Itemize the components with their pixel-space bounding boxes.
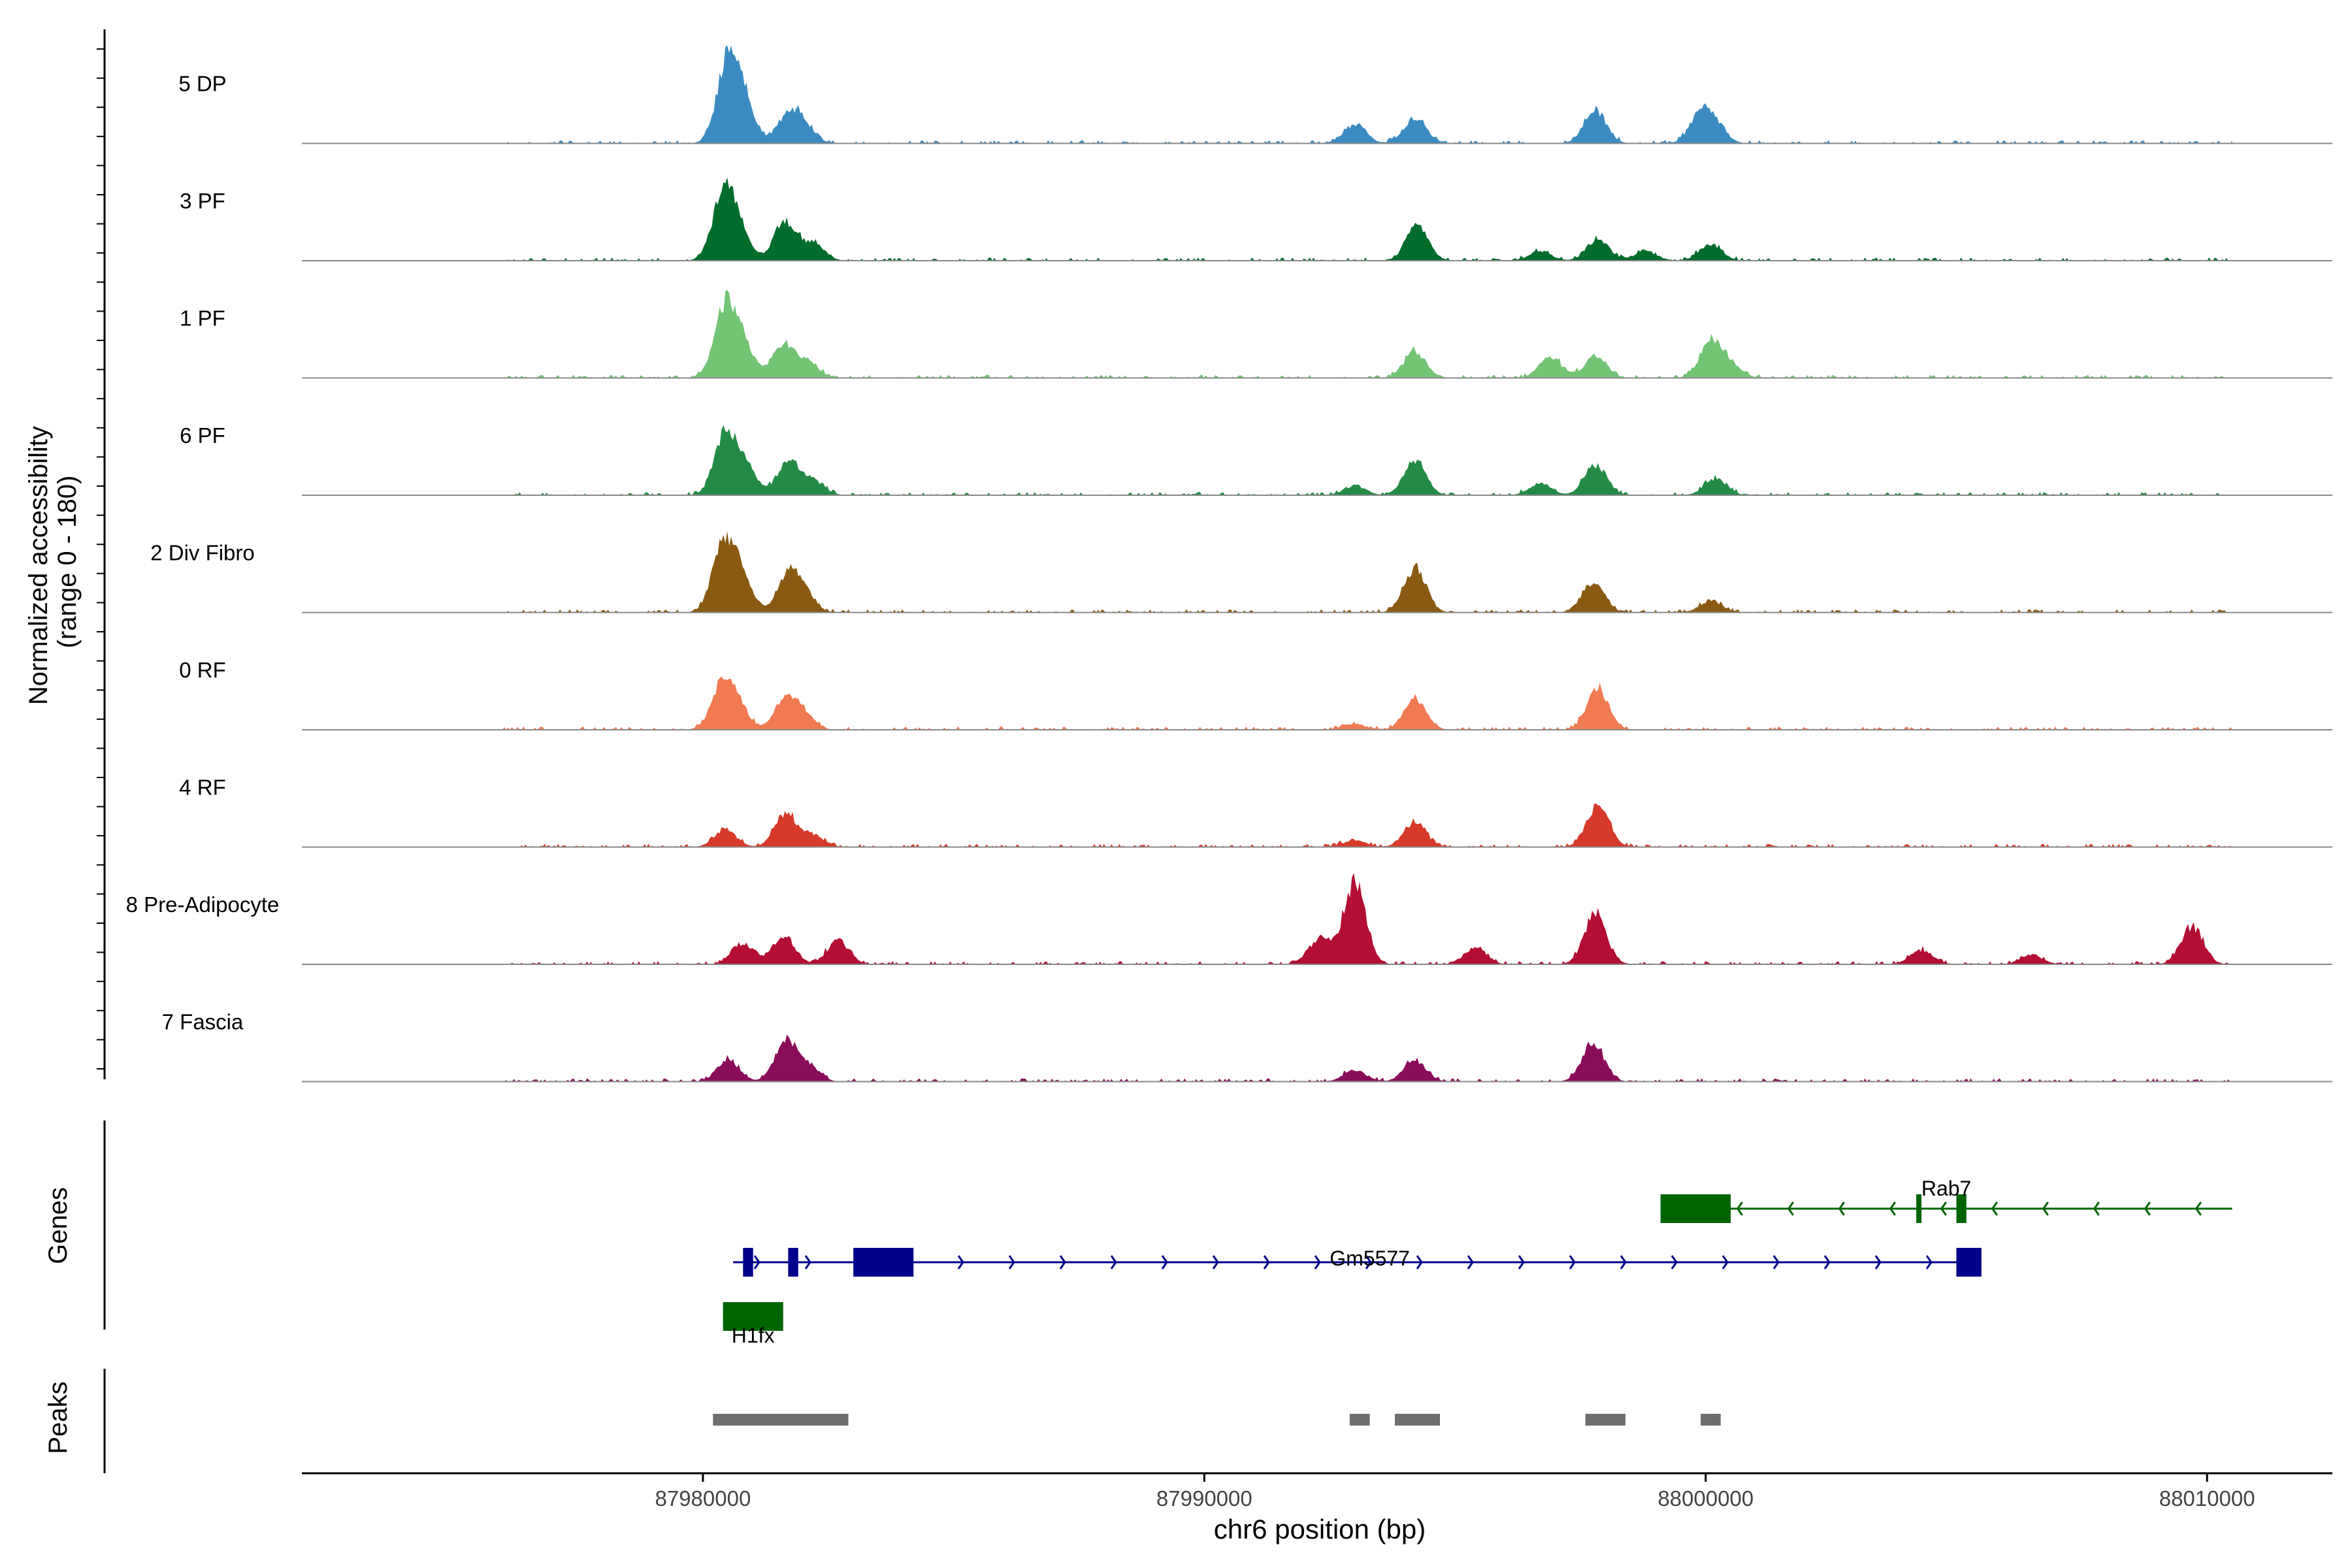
exon: [1660, 1194, 1731, 1223]
peak-region: [1701, 1414, 1721, 1426]
coverage-area: [502, 289, 2232, 378]
strand-arrow: [1787, 1201, 1794, 1216]
strand-arrow: [1772, 1255, 1780, 1269]
exon: [1956, 1194, 1967, 1223]
coverage-tracks: 5 DP 3 PF 1 PF 6 PF 2 Div Fibro 0 RF 4 RF 8 Pre…: [97, 29, 2332, 1083]
track-8-pre-adipocyte: 8 Pre-Adipocyte: [126, 873, 2332, 965]
exon: [1916, 1194, 1922, 1223]
exon: [788, 1248, 798, 1277]
genes-panel-label: Genes: [44, 1187, 73, 1264]
track-label: 0 RF: [179, 658, 226, 682]
strand-arrow: [1925, 1255, 1933, 1269]
strand-arrow: [1212, 1255, 1219, 1269]
peaks-panel: [103, 1369, 1721, 1473]
gene-h1fx: H1fx: [723, 1302, 783, 1347]
track-label: 5 DP: [178, 72, 226, 96]
exon: [723, 1302, 783, 1331]
strand-arrow: [1991, 1201, 1998, 1216]
track-label: 1 PF: [180, 306, 225, 331]
track-6-pf: 6 PF: [180, 423, 2332, 496]
y-axis-title-line2: (range 0 - 180): [53, 476, 82, 649]
peak-region: [713, 1414, 849, 1426]
x-tick-label: 87990000: [1156, 1486, 1252, 1511]
genes-panel: Rab7 Gm5577 H1fx: [103, 1120, 2232, 1347]
strand-arrow: [1823, 1255, 1831, 1269]
strand-arrow: [1314, 1255, 1321, 1269]
track-3-pf: 3 PF: [180, 177, 2332, 261]
track-label: 8 Pre-Adipocyte: [126, 892, 280, 917]
gene-label: H1fx: [732, 1324, 775, 1347]
track-0-rf: 0 RF: [179, 658, 2332, 730]
exon: [743, 1248, 753, 1277]
strand-arrow: [2195, 1201, 2202, 1216]
strand-arrow: [1365, 1255, 1372, 1269]
exon: [853, 1248, 914, 1277]
strand-arrow: [1467, 1255, 1474, 1269]
strand-arrow: [1838, 1201, 1845, 1216]
strand-arrow: [1671, 1255, 1678, 1269]
strand-arrow: [1620, 1255, 1627, 1269]
coverage-area: [502, 531, 2232, 613]
coverage-area: [502, 45, 2232, 144]
track-1-pf: 1 PF: [180, 289, 2332, 379]
track-label: 3 PF: [180, 189, 225, 213]
strand-arrow: [1416, 1255, 1423, 1269]
strand-arrow: [753, 1255, 760, 1269]
y-axis-title-line1: Normalized accessibility: [24, 426, 53, 705]
strand-arrow: [1059, 1255, 1066, 1269]
strand-arrow: [1722, 1255, 1729, 1269]
track-label: 7 Fascia: [162, 1010, 244, 1034]
x-tick-label: 87980000: [655, 1486, 751, 1511]
peak-region: [1394, 1414, 1441, 1426]
y-axis-title: Normalized accessibility (range 0 - 180): [24, 419, 82, 705]
coverage-area: [502, 873, 2232, 964]
strand-arrow: [957, 1255, 964, 1269]
strand-arrow: [2093, 1201, 2100, 1216]
strand-arrow: [1569, 1255, 1576, 1269]
strand-arrow: [1110, 1255, 1117, 1269]
gene-rab7: Rab7: [1660, 1177, 2232, 1223]
track-5-dp: 5 DP: [178, 45, 2332, 144]
strand-arrow: [1889, 1201, 1896, 1216]
coverage-area: [502, 425, 2232, 495]
track-label: 4 RF: [179, 776, 226, 800]
track-4-rf: 4 RF: [179, 776, 2332, 848]
gene-label: Gm5577: [1330, 1247, 1410, 1270]
strand-arrow: [2144, 1201, 2151, 1216]
peaks-panel-label: Peaks: [44, 1381, 73, 1454]
peak-region: [1349, 1414, 1370, 1426]
coverage-area: [502, 676, 2232, 730]
coverage-area: [502, 1034, 2232, 1082]
strand-arrow: [804, 1255, 811, 1269]
coverage-area: [502, 803, 2232, 847]
strand-arrow: [1874, 1255, 1882, 1269]
exon: [1956, 1248, 1982, 1277]
strand-arrow: [1263, 1255, 1270, 1269]
x-tick-label: 88010000: [2159, 1486, 2255, 1511]
x-axis-title: chr6 position (bp): [1214, 1514, 1426, 1544]
strand-arrow: [1008, 1255, 1015, 1269]
coverage-area: [502, 177, 2232, 261]
gene-gm5577: Gm5577: [732, 1247, 1982, 1277]
strand-arrow: [1736, 1201, 1743, 1216]
x-tick-label: 88000000: [1658, 1486, 1754, 1511]
strand-arrow: [1518, 1255, 1525, 1269]
gene-label: Rab7: [1921, 1177, 1972, 1200]
track-label: 6 PF: [180, 423, 225, 448]
x-axis: 87980000 87990000 88000000 88010000: [302, 1472, 2332, 1511]
track-2-div-fibro: 2 Div Fibro: [150, 531, 2332, 613]
strand-arrow: [2042, 1201, 2049, 1216]
track-label: 2 Div Fibro: [150, 541, 255, 565]
track-7-fascia: 7 Fascia: [162, 1010, 2332, 1083]
peak-region: [1585, 1414, 1625, 1426]
strand-arrow: [1161, 1255, 1168, 1269]
strand-arrow: [1940, 1201, 1947, 1216]
